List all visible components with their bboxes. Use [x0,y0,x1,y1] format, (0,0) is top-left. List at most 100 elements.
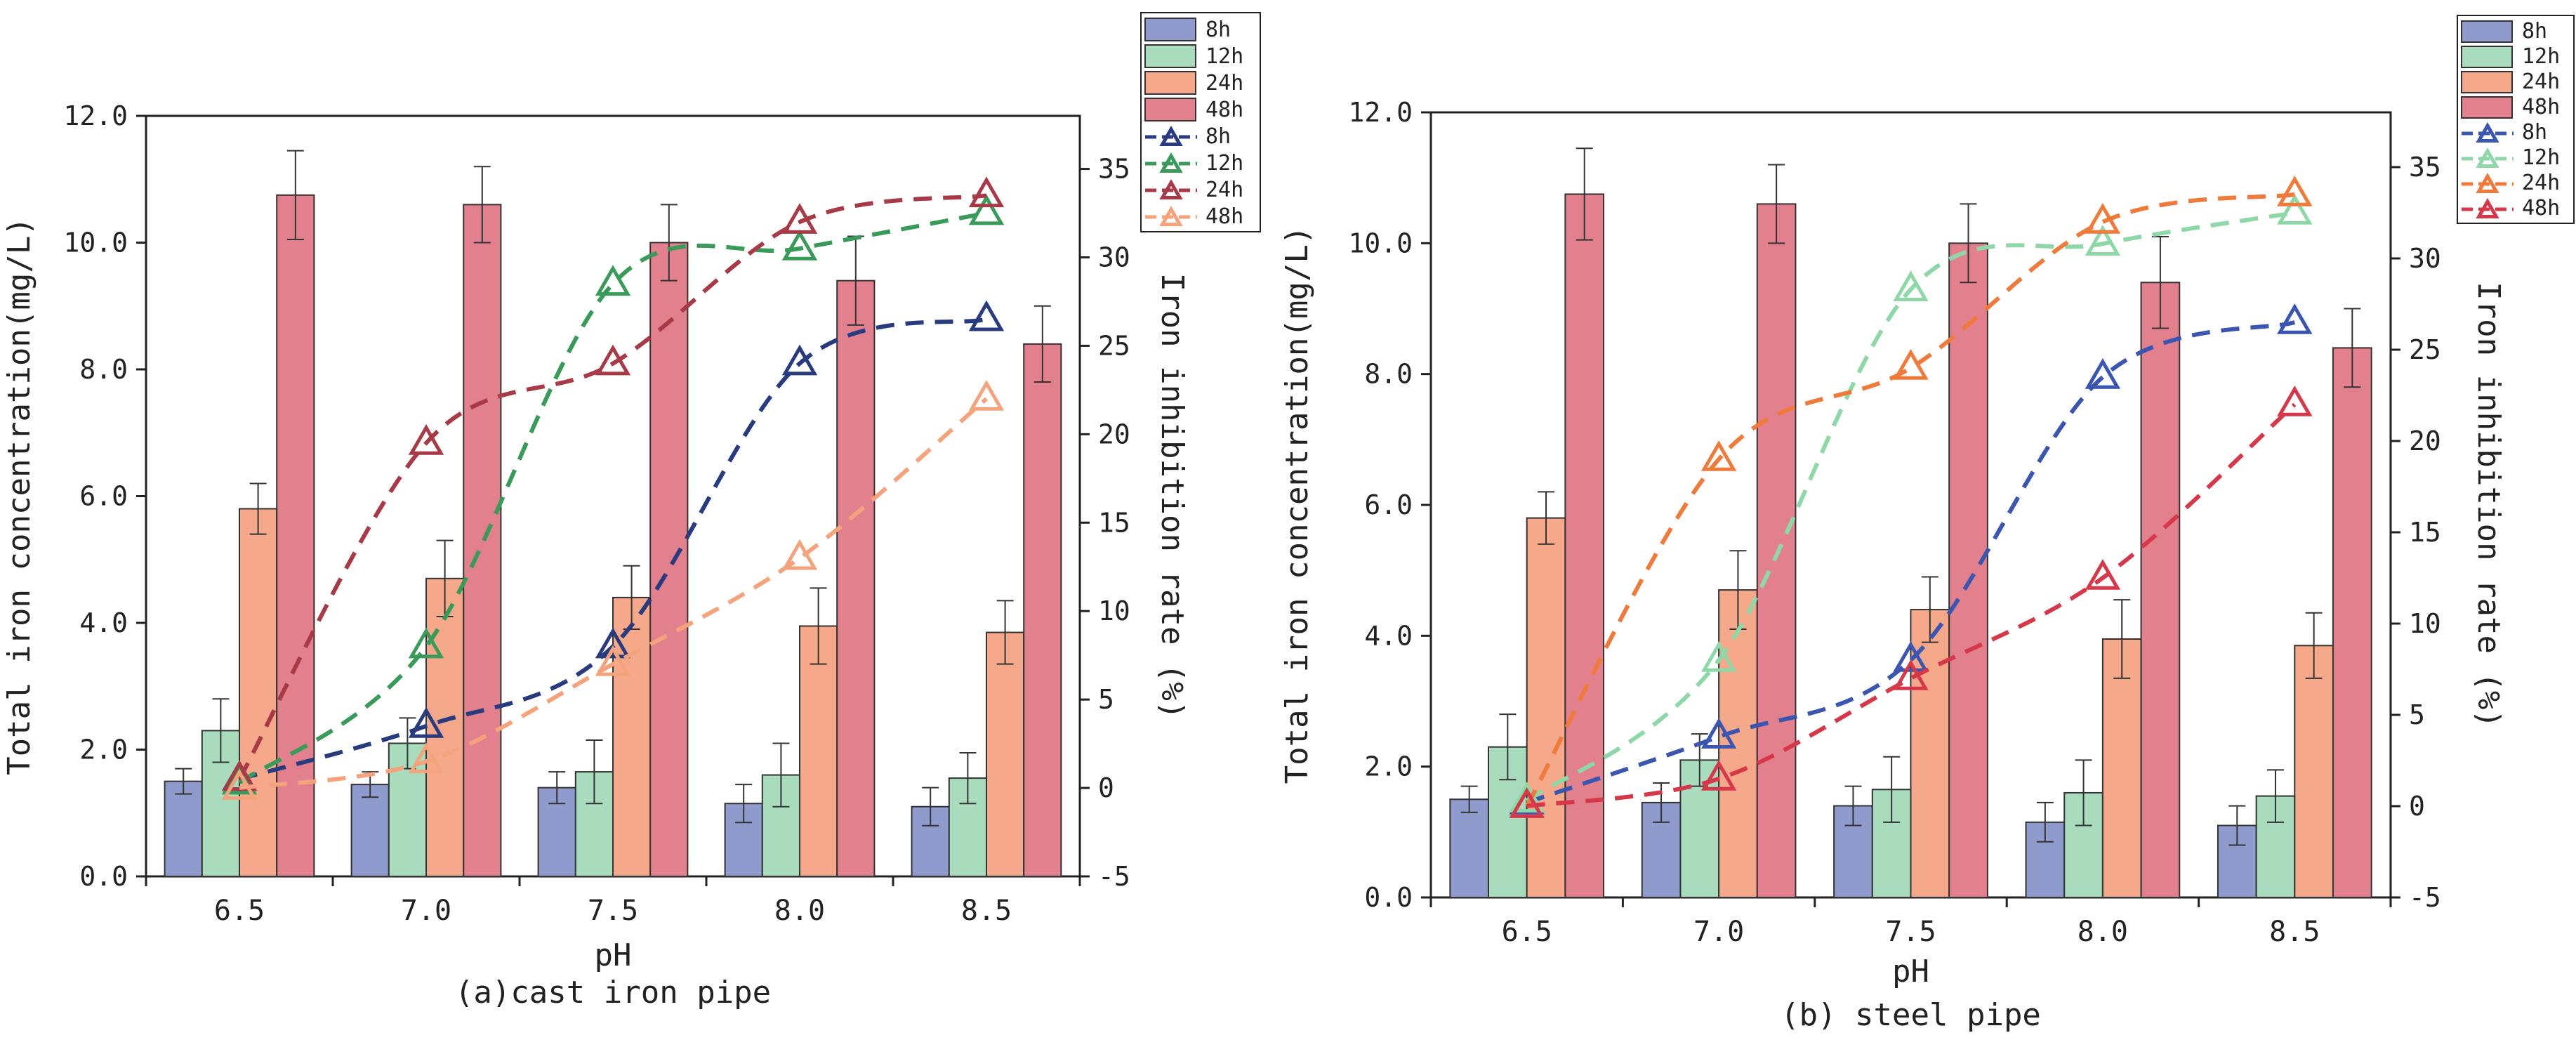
legend-marker [2476,172,2499,193]
y2-tick-label: 30 [2409,243,2441,274]
bar-8h-6.5 [1449,798,1490,898]
legend-label: 24h [1206,178,1243,202]
line-12h [1525,211,2295,803]
marker-8h-7.5 [1893,640,1929,672]
bar-24h-8.0 [2101,638,2142,898]
marker-8h-7.5 [595,627,631,659]
y2-tick-label: 15 [2409,517,2441,548]
bar-48h-6.5 [276,194,315,877]
marker-12h-8.0 [781,229,818,261]
chart-b: 0.0 2.0 4.0 6.0 8.0 10.0 12.0 -5 0 5 10 15 20 25 30 35 6… [1279,15,2575,1033]
x-tick-label: 8.0 [2078,916,2128,948]
y2-tick-label: -5 [1098,861,1130,892]
marker-24h-8.0 [781,203,818,234]
marker-8h-8.5 [2277,303,2313,334]
y-tick-label: 12.0 [63,100,128,131]
line-8h [1526,320,2296,805]
marker-48h-8.0 [781,539,818,570]
y2-tick-label: 0 [2409,791,2425,822]
marker-24h-7.0 [408,423,444,455]
y2-axis-label: Iron inhibition rate (%) [2471,282,2506,728]
y2-tick-label: 20 [1098,419,1130,449]
chart-caption: (a)cast iron pipe [455,975,771,1011]
marker-8h-7.0 [408,706,444,738]
legend-marker [1159,152,1183,173]
y2-tick-label: 0 [1098,772,1114,803]
x-axis-label: pH [1892,954,1929,989]
x-tick-label: 8.0 [774,895,825,927]
bar-8h-7.0 [350,784,390,877]
y2-tick-label: 35 [2409,152,2441,183]
bar-48h-8.5 [2332,347,2372,898]
legend-label: 12h [2522,145,2560,170]
y-tick-label: 8.0 [79,354,128,385]
legend-label: 12h [1206,151,1243,176]
marker-48h-6.5 [221,769,258,800]
marker-48h-8.5 [2277,385,2313,416]
marker-24h-7.0 [1700,440,1737,471]
y-tick-label: 10.0 [63,228,128,258]
y2-tick-label: -5 [2409,882,2441,913]
marker-24h-7.5 [595,344,631,376]
marker-12h-6.5 [221,763,258,795]
legend-label: 48h [2522,95,2560,119]
marker-24h-6.5 [221,760,258,791]
marker-24h-7.5 [1893,348,1929,380]
marker-8h-8.5 [968,300,1005,331]
line-12h [238,211,987,784]
y-tick-label: 0.0 [79,861,128,892]
bar-48h-7.5 [1948,242,1988,899]
legend-swatch-bar [2461,96,2513,119]
y2-tick-label: 20 [2409,426,2441,456]
bar-48h-8.0 [2140,282,2181,898]
legend-marker [2476,121,2499,143]
legend-label: 8h [1206,18,1231,42]
bar-24h-6.5 [239,508,278,877]
marker-24h-8.0 [2085,202,2121,234]
marker-12h-8.5 [968,194,1005,225]
bar-24h-7.0 [1718,589,1758,898]
legend-swatch-bar [2461,46,2513,68]
legend-marker [2476,197,2499,218]
marker-8h-7.0 [1700,718,1737,749]
bar-24h-7.0 [425,577,465,877]
y-tick-label: 12.0 [1348,97,1413,128]
legend-label: 12h [2522,44,2560,69]
y-tick-label: 10.0 [1348,228,1413,258]
y-tick-label: 4.0 [1364,620,1413,651]
marker-48h-7.0 [408,742,444,774]
marker-12h-7.5 [595,265,631,296]
legend-label: 24h [1206,71,1243,96]
marker-48h-8.0 [2085,558,2121,590]
x-tick-label: 7.0 [1693,916,1744,948]
y-tick-label: 4.0 [79,607,128,638]
legend-swatch-bar [1144,18,1196,41]
x-tick-label: 6.5 [214,895,265,927]
marker-12h-8.0 [2085,225,2121,256]
marker-12h-8.5 [2277,193,2313,225]
legend-label: 8h [2522,120,2547,145]
x-tick-label: 8.5 [961,895,1012,927]
y-tick-label: 0.0 [1364,882,1413,913]
y-tick-label: 6.0 [79,481,128,512]
legend-label: 48h [1206,204,1243,229]
line-24h [1525,192,2295,808]
legend-label: 8h [2522,19,2547,44]
chart-a: 0.0 2.0 4.0 6.0 8.0 10.0 12.0 -5 0 5 10 15 20 25 30 35 6… [1,12,1261,1011]
marker-12h-7.0 [408,627,444,659]
marker-8h-8.0 [781,344,818,376]
legend-marker [1159,205,1183,226]
y2-tick-label: 10 [2409,608,2441,639]
y-axis-label: Total iron concentration(mg/L) [1279,226,1315,784]
y2-tick-label: 25 [2409,334,2441,365]
legend-swatch-bar [1144,98,1196,121]
legend-swatch-bar [1144,71,1196,95]
y2-tick-label: 35 [1098,154,1130,185]
y-tick-label: 6.0 [1364,489,1413,520]
bar-8h-6.5 [164,780,203,877]
line-48h [239,397,988,791]
legend-label: 48h [2522,196,2560,220]
bar-24h-6.5 [1526,517,1566,898]
legend-label: 8h [1206,124,1231,149]
